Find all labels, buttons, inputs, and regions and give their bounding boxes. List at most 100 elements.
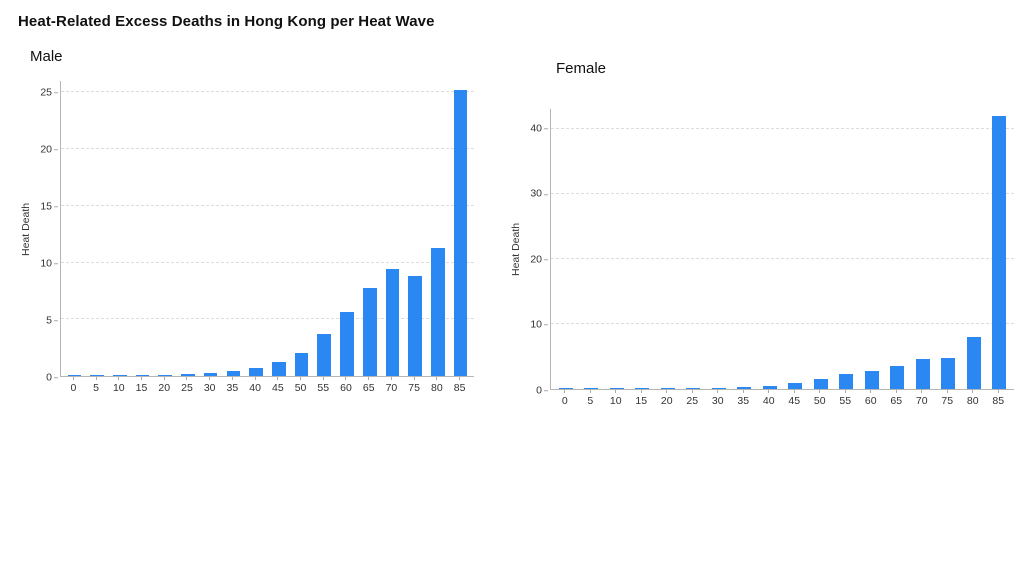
y-tick-label: 25 (34, 87, 60, 98)
bar-slot (681, 109, 707, 389)
bars-female (551, 109, 1014, 389)
bar-male-35 (226, 370, 241, 376)
x-tick-label: 40 (756, 390, 782, 407)
bar-female-30 (711, 388, 726, 389)
male-chart-panel: Male Heat Death 0 5 10 15 20 25 0 5 10 15 20 25 30 3… (18, 48, 474, 394)
x-tick-label: 30 (705, 390, 731, 407)
x-tick-label: 35 (221, 377, 244, 394)
gridline (61, 91, 474, 93)
bar-female-60 (864, 370, 879, 389)
bar-male-20 (158, 374, 173, 376)
x-tick-label: 5 (85, 377, 108, 394)
y-axis-female: 0 10 20 30 40 (524, 109, 550, 395)
x-tick-label: 10 (603, 390, 629, 407)
gridline (551, 322, 1014, 324)
bar-slot (63, 81, 86, 376)
bar-female-35 (737, 387, 752, 389)
x-tick-label: 55 (833, 390, 859, 407)
bar-slot (783, 109, 809, 389)
bar-female-5 (584, 388, 599, 389)
bar-female-75 (941, 357, 956, 389)
bar-male-40 (249, 368, 263, 376)
y-tick-label: 30 (524, 189, 550, 200)
y-tick-label: 40 (524, 123, 550, 134)
gridline (551, 257, 1014, 259)
bar-slot (808, 109, 834, 389)
x-tick-label: 60 (858, 390, 884, 407)
bar-slot (936, 109, 962, 389)
gridline (551, 127, 1014, 129)
bar-female-85 (992, 115, 1007, 389)
y-axis-male: 0 5 10 15 20 25 (34, 81, 60, 382)
chart-title-female: Female (556, 60, 607, 77)
x-tick-label: 25 (680, 390, 706, 407)
y-tick-label: 0 (34, 372, 60, 383)
bar-slot (108, 81, 131, 376)
bar-slot (859, 109, 885, 389)
bar-slot (449, 81, 472, 376)
bar-female-80 (966, 336, 981, 389)
x-tick-label: 0 (62, 377, 85, 394)
bar-slot (427, 81, 450, 376)
bar-slot (245, 81, 268, 376)
x-tick-label: 75 (403, 377, 426, 394)
x-tick-label: 45 (266, 377, 289, 394)
x-tick-label: 20 (654, 390, 680, 407)
bar-male-85 (453, 90, 468, 376)
bar-female-0 (558, 388, 573, 389)
bar-female-55 (839, 374, 854, 389)
x-tick-label: 60 (335, 377, 358, 394)
y-tick-label: 15 (34, 201, 60, 212)
bar-male-55 (317, 334, 332, 376)
female-chart-panel: Female Heat Death 0 10 20 30 40 0 5 10 15 20 25 30… (508, 60, 1014, 407)
x-tick-labels-male: 0 5 10 15 20 25 30 35 40 45 50 55 60 65 70 75 80 85 (60, 377, 473, 394)
x-tick-label: 70 (380, 377, 403, 394)
gridline (61, 261, 474, 263)
bar-slot (381, 81, 404, 376)
bar-male-10 (112, 375, 127, 376)
chart-title-male: Male (30, 48, 63, 65)
bar-female-45 (788, 383, 803, 389)
bar-male-25 (181, 374, 195, 376)
gridline (61, 148, 474, 150)
bar-female-65 (890, 366, 905, 389)
x-tick-label: 50 (807, 390, 833, 407)
x-tick-label: 35 (731, 390, 757, 407)
x-tick-labels-female: 0 5 10 15 20 25 30 35 40 45 50 55 60 65 70 75 80 85 (550, 390, 1013, 407)
gridline (61, 204, 474, 206)
y-axis-label-male: Heat Death (20, 202, 32, 256)
y-tick-label: 20 (524, 254, 550, 265)
bar-male-60 (340, 312, 354, 376)
x-tick-label: 85 (986, 390, 1012, 407)
bar-female-15 (635, 388, 650, 389)
plot-area-male (60, 81, 474, 377)
bar-male-0 (67, 375, 82, 376)
x-tick-label: 50 (289, 377, 312, 394)
bar-female-25 (686, 388, 701, 389)
page-title: Heat-Related Excess Deaths in Hong Kong … (18, 13, 435, 30)
bar-male-50 (294, 353, 309, 376)
gridline (551, 192, 1014, 194)
bar-slot (267, 81, 290, 376)
bar-slot (86, 81, 109, 376)
chart-area-female: Heat Death 0 10 20 30 40 (508, 109, 1014, 395)
bar-male-65 (362, 287, 377, 376)
x-tick-label: 15 (130, 377, 153, 394)
bar-slot (154, 81, 177, 376)
y-tick-label: 5 (34, 315, 60, 326)
bar-slot (553, 109, 579, 389)
y-tick-label: 20 (34, 144, 60, 155)
y-tick-label: 10 (524, 319, 550, 330)
bar-slot (604, 109, 630, 389)
bar-male-30 (203, 372, 218, 376)
bar-slot (222, 81, 245, 376)
bar-slot (199, 81, 222, 376)
y-tick-label: 0 (524, 385, 550, 396)
x-tick-label: 25 (176, 377, 199, 394)
bar-female-20 (660, 388, 675, 389)
x-tick-label: 5 (578, 390, 604, 407)
bar-slot (579, 109, 605, 389)
bar-slot (655, 109, 681, 389)
bar-slot (834, 109, 860, 389)
bar-male-75 (408, 276, 422, 376)
